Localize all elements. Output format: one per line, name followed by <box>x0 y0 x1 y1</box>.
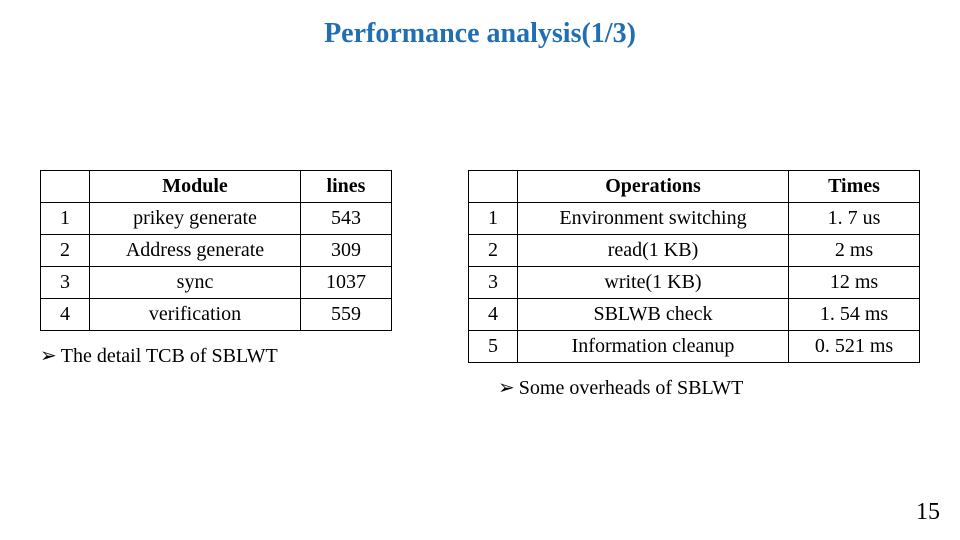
table-row: 2 read(1 KB) 2 ms <box>469 235 920 267</box>
row-index: 1 <box>41 203 90 235</box>
row-lines: 309 <box>301 235 392 267</box>
right-caption: ➢Some overheads of SBLWT <box>468 375 920 400</box>
row-module: sync <box>90 267 301 299</box>
table-row: 4 SBLWB check 1. 54 ms <box>469 299 920 331</box>
row-index: 5 <box>469 331 518 363</box>
row-time: 2 ms <box>789 235 920 267</box>
row-lines: 543 <box>301 203 392 235</box>
table-row: 3 write(1 KB) 12 ms <box>469 267 920 299</box>
row-time: 1. 54 ms <box>789 299 920 331</box>
tcb-table: Module lines 1 prikey generate 543 2 Add… <box>40 170 392 331</box>
bullet-icon: ➢ <box>498 375 515 400</box>
table-row: 4 verification 559 <box>41 299 392 331</box>
overheads-table: Operations Times 1 Environment switching… <box>468 170 920 363</box>
row-index: 3 <box>469 267 518 299</box>
row-operation: Environment switching <box>518 203 789 235</box>
row-lines: 559 <box>301 299 392 331</box>
row-time: 1. 7 us <box>789 203 920 235</box>
col-times: Times <box>789 171 920 203</box>
table-header-row: Module lines <box>41 171 392 203</box>
right-caption-text: Some overheads of SBLWT <box>519 377 744 399</box>
table-header-row: Operations Times <box>469 171 920 203</box>
table-row: 2 Address generate 309 <box>41 235 392 267</box>
row-index: 1 <box>469 203 518 235</box>
row-module: Address generate <box>90 235 301 267</box>
table-row: 1 Environment switching 1. 7 us <box>469 203 920 235</box>
row-index: 2 <box>469 235 518 267</box>
page-number: 15 <box>916 499 940 526</box>
table-row: 5 Information cleanup 0. 521 ms <box>469 331 920 363</box>
row-index: 4 <box>41 299 90 331</box>
page-title: Performance analysis(1/3) <box>0 18 960 50</box>
row-time: 0. 521 ms <box>789 331 920 363</box>
table-row: 3 sync 1037 <box>41 267 392 299</box>
row-operation: write(1 KB) <box>518 267 789 299</box>
row-index: 2 <box>41 235 90 267</box>
left-caption-text: The detail TCB of SBLWT <box>61 345 278 367</box>
row-operation: SBLWB check <box>518 299 789 331</box>
col-blank <box>469 171 518 203</box>
bullet-icon: ➢ <box>40 343 57 368</box>
left-block: Module lines 1 prikey generate 543 2 Add… <box>40 170 392 400</box>
row-module: prikey generate <box>90 203 301 235</box>
row-lines: 1037 <box>301 267 392 299</box>
right-block: Operations Times 1 Environment switching… <box>468 170 920 400</box>
col-blank <box>41 171 90 203</box>
left-caption: ➢The detail TCB of SBLWT <box>40 343 392 368</box>
content-area: Module lines 1 prikey generate 543 2 Add… <box>0 170 960 400</box>
row-module: verification <box>90 299 301 331</box>
table-row: 1 prikey generate 543 <box>41 203 392 235</box>
row-time: 12 ms <box>789 267 920 299</box>
col-lines: lines <box>301 171 392 203</box>
row-index: 3 <box>41 267 90 299</box>
col-operations: Operations <box>518 171 789 203</box>
row-index: 4 <box>469 299 518 331</box>
row-operation: read(1 KB) <box>518 235 789 267</box>
row-operation: Information cleanup <box>518 331 789 363</box>
col-module: Module <box>90 171 301 203</box>
page-title-text: Performance analysis(1/3) <box>324 18 636 49</box>
